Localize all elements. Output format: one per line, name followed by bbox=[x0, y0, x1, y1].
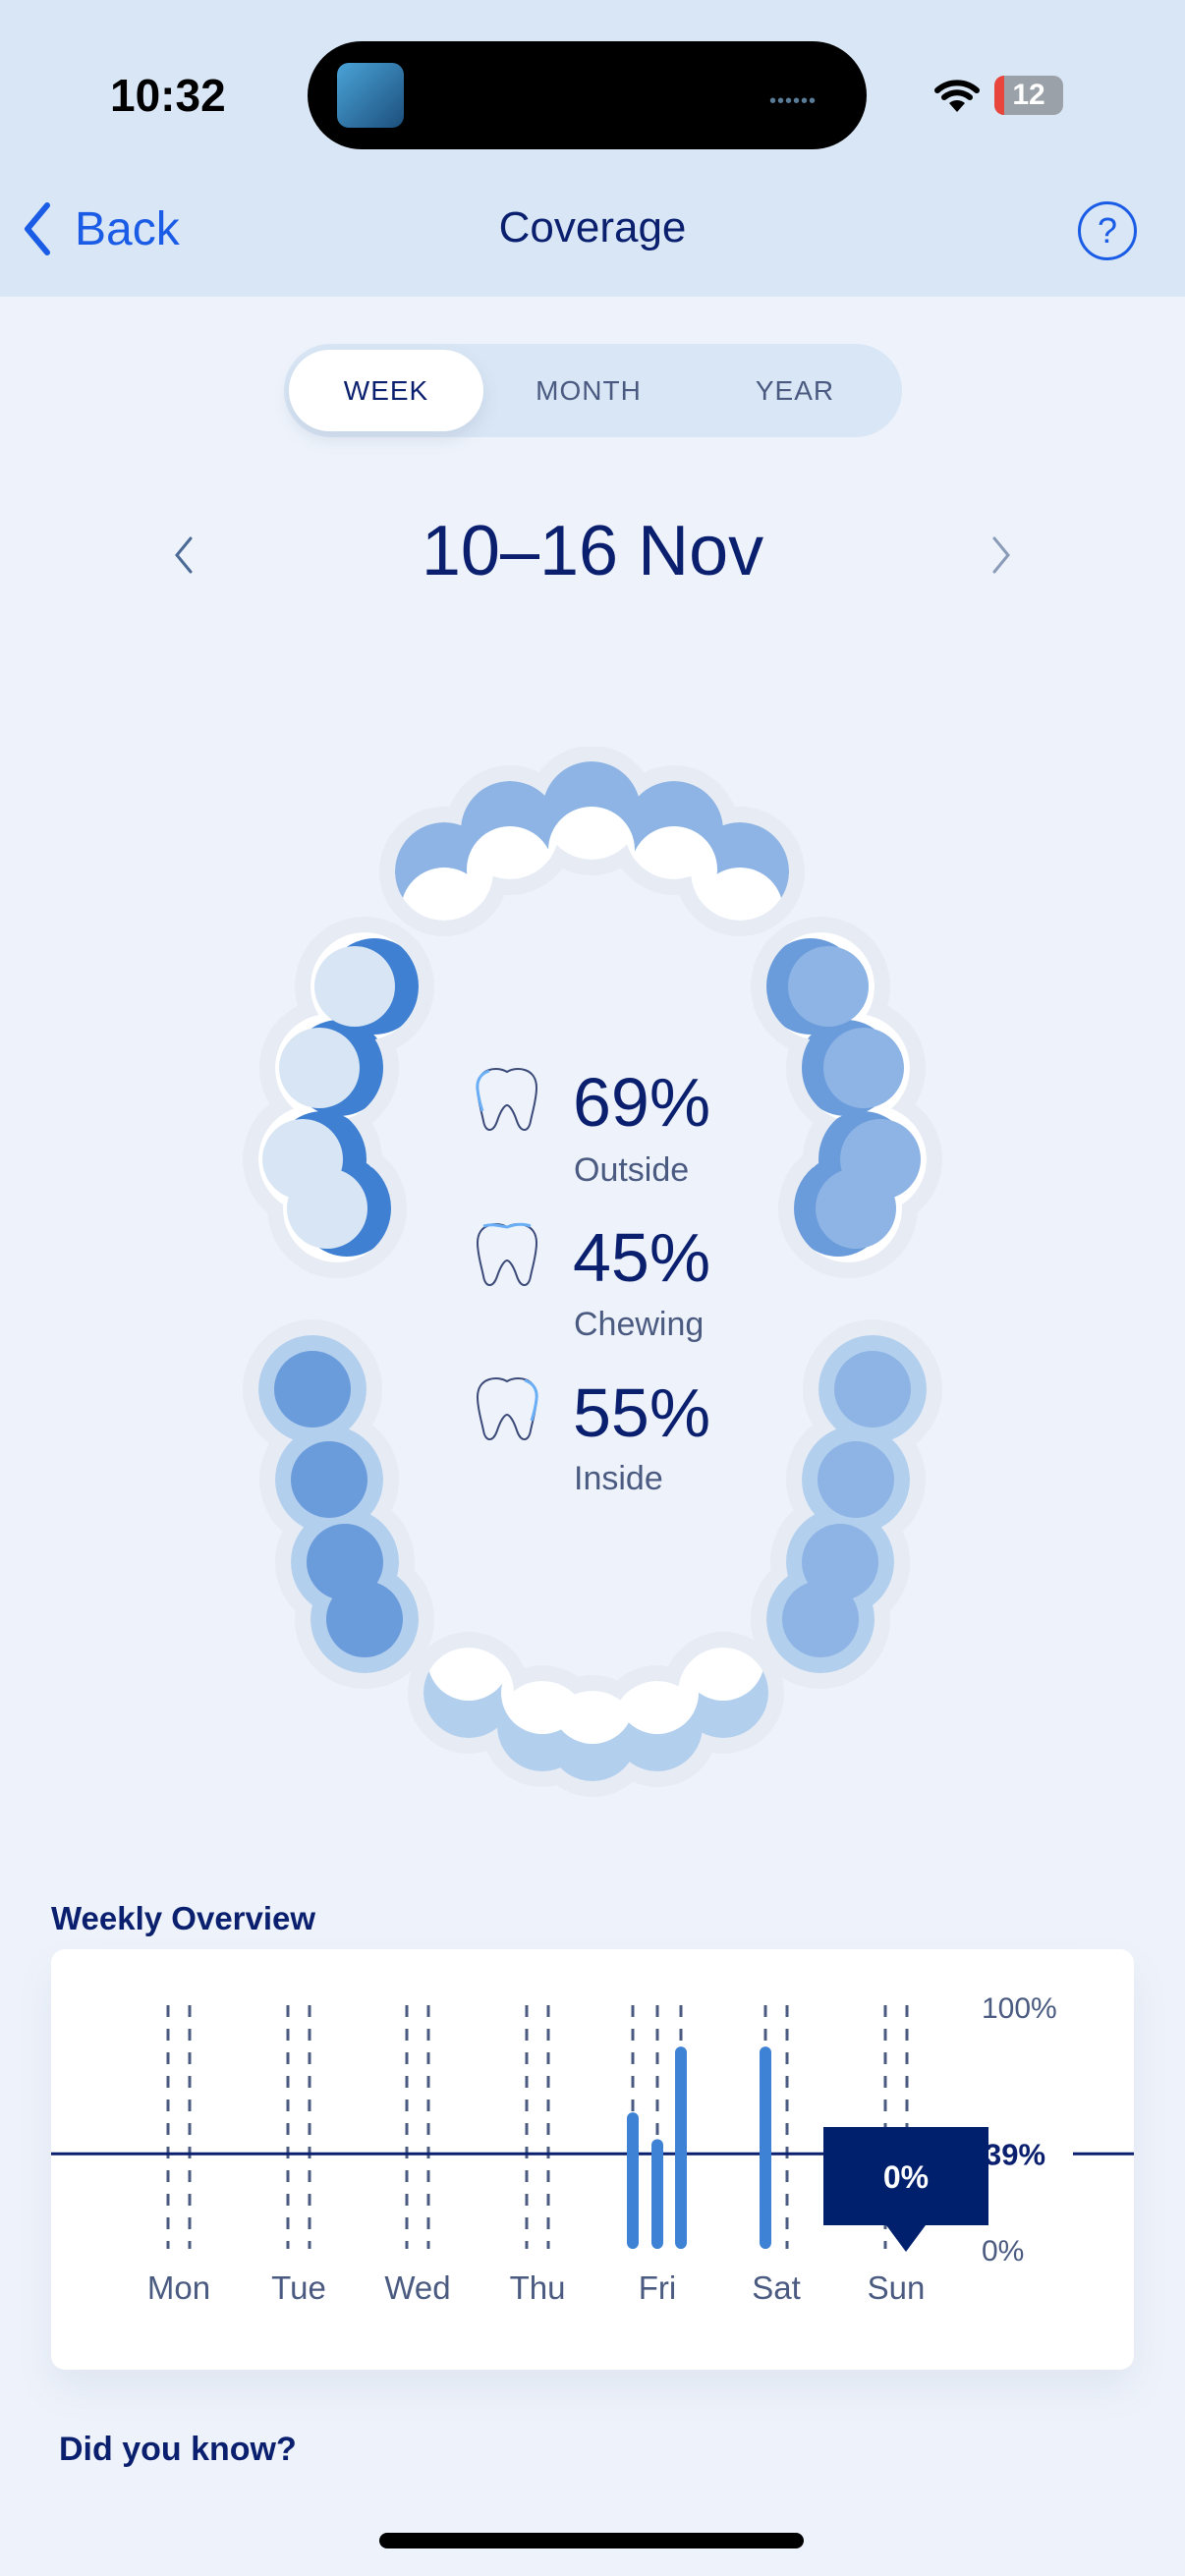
tooth-chewing-icon bbox=[476, 1222, 538, 1286]
tab-month[interactable]: MONTH bbox=[536, 375, 642, 406]
home-indicator[interactable] bbox=[379, 2533, 804, 2548]
question-circle-icon: ? bbox=[1097, 210, 1118, 251]
period-segmented-control: WEEK MONTH YEAR bbox=[284, 344, 902, 437]
day-label-tue: Tue bbox=[271, 2269, 326, 2306]
previous-week-button[interactable] bbox=[169, 529, 198, 582]
now-playing-artwork bbox=[337, 63, 404, 128]
inside-label: Inside bbox=[574, 1460, 663, 1497]
y-tick-100: 100% bbox=[982, 1992, 1057, 2025]
day-label-sun: Sun bbox=[868, 2269, 926, 2306]
chevron-left-icon bbox=[25, 202, 50, 255]
outside-label: Outside bbox=[574, 1151, 690, 1189]
day-tooltip: 0% bbox=[823, 2127, 988, 2252]
weekly-overview-title: Weekly Overview bbox=[51, 1900, 316, 1936]
chewing-label: Chewing bbox=[574, 1306, 705, 1343]
y-tick-0: 0% bbox=[982, 2235, 1024, 2268]
day-label-thu: Thu bbox=[510, 2269, 566, 2306]
back-button[interactable]: Back bbox=[22, 201, 180, 256]
chewing-percentage: 45% bbox=[573, 1219, 711, 1296]
tab-week[interactable]: WEEK bbox=[289, 350, 483, 431]
tab-year[interactable]: YEAR bbox=[755, 375, 835, 406]
lower-left-teeth bbox=[243, 1319, 434, 1689]
date-range: 10–16 Nov bbox=[421, 512, 764, 590]
battery-level: 12 bbox=[1012, 79, 1045, 111]
help-button[interactable]: ? bbox=[1078, 201, 1137, 260]
day-label-wed: Wed bbox=[384, 2269, 450, 2306]
weekly-overview-chart[interactable]: Mon Tue Wed Thu Fri Sat Sun 100% 0% 39% 0% bbox=[51, 1949, 1134, 2370]
wifi-icon bbox=[934, 80, 980, 112]
tooth-inside-icon bbox=[476, 1377, 538, 1440]
day-label-sat: Sat bbox=[752, 2269, 801, 2306]
did-you-know-heading: Did you know? bbox=[59, 2431, 297, 2468]
average-label: 39% bbox=[985, 2137, 1045, 2171]
outside-percentage: 69% bbox=[573, 1064, 711, 1141]
tooltip-value: 0% bbox=[883, 2159, 929, 2195]
upper-front-teeth bbox=[379, 747, 805, 936]
day-label-fri: Fri bbox=[639, 2269, 676, 2306]
lower-front-teeth bbox=[408, 1632, 784, 1797]
audio-waveform-icon: •••••• bbox=[769, 90, 818, 112]
lower-right-teeth bbox=[751, 1319, 942, 1689]
upper-right-teeth bbox=[751, 917, 942, 1278]
teeth-coverage-diagram bbox=[243, 747, 942, 1797]
tooth-outside-icon bbox=[476, 1068, 538, 1131]
day-label-mon: Mon bbox=[147, 2269, 210, 2306]
next-week-button[interactable] bbox=[987, 529, 1016, 582]
back-label: Back bbox=[75, 202, 180, 255]
tooltip-box bbox=[823, 2127, 988, 2252]
inside-percentage: 55% bbox=[573, 1374, 711, 1451]
weekly-overview-card: Mon Tue Wed Thu Fri Sat Sun 100% 0% 39% 0% bbox=[51, 1949, 1134, 2370]
battery-icon: 12 bbox=[994, 76, 1063, 115]
page-title: Coverage bbox=[498, 203, 687, 252]
dynamic-island[interactable]: •••••• bbox=[308, 41, 867, 149]
status-time: 10:32 bbox=[110, 70, 226, 121]
upper-left-teeth bbox=[243, 917, 434, 1278]
